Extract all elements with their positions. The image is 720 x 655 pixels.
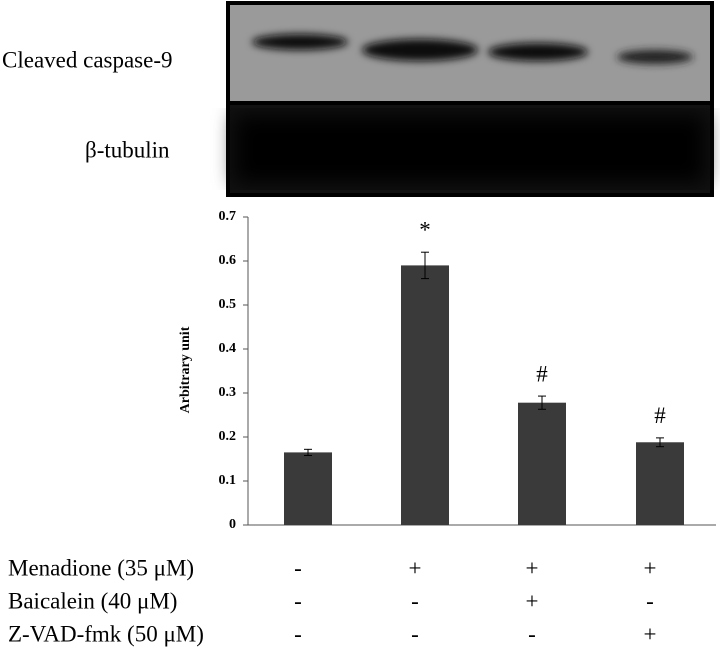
treatment-sign: - bbox=[294, 555, 302, 580]
y-tick-label: 0.2 bbox=[219, 429, 237, 444]
treatment-sign: - bbox=[294, 588, 302, 613]
bar bbox=[636, 442, 684, 525]
treatment-label: Baicalein (40 μM) bbox=[8, 588, 177, 613]
treatment-sign: + bbox=[526, 588, 539, 613]
treatment-sign: + bbox=[644, 555, 657, 580]
treatment-sign: + bbox=[526, 555, 539, 580]
bar bbox=[401, 265, 449, 525]
y-tick-label: 0.7 bbox=[219, 209, 237, 224]
y-tick-label: 0.3 bbox=[219, 385, 237, 400]
y-axis-label: Arbitrary unit bbox=[178, 326, 193, 413]
annotation: * bbox=[419, 217, 431, 242]
treatment-sign: + bbox=[644, 621, 657, 646]
western-blot: Cleaved caspase-9 β-tubulin bbox=[2, 1, 714, 197]
y-tick-label: 0.4 bbox=[219, 341, 237, 356]
treatment-sign: - bbox=[646, 588, 654, 613]
y-tick-label: 0.1 bbox=[219, 473, 237, 488]
treatment-label: Menadione (35 μM) bbox=[8, 555, 194, 580]
y-tick-label: 0.5 bbox=[219, 297, 237, 312]
bar bbox=[284, 452, 332, 525]
treatment-label: Z-VAD-fmk (50 μM) bbox=[8, 621, 204, 646]
treatment-sign: - bbox=[411, 621, 419, 646]
treatment-sign: - bbox=[528, 621, 536, 646]
treatment-sign: + bbox=[409, 555, 422, 580]
y-tick-label: 0 bbox=[229, 517, 236, 532]
treatment-sign: - bbox=[411, 588, 419, 613]
blot-label: β-tubulin bbox=[85, 137, 170, 162]
blot-label: Cleaved caspase-9 bbox=[2, 47, 173, 72]
y-tick-label: 0.6 bbox=[219, 253, 237, 268]
treatment-sign: - bbox=[294, 621, 302, 646]
annotation: # bbox=[654, 403, 666, 428]
bar bbox=[518, 402, 566, 525]
annotation: # bbox=[536, 361, 548, 386]
